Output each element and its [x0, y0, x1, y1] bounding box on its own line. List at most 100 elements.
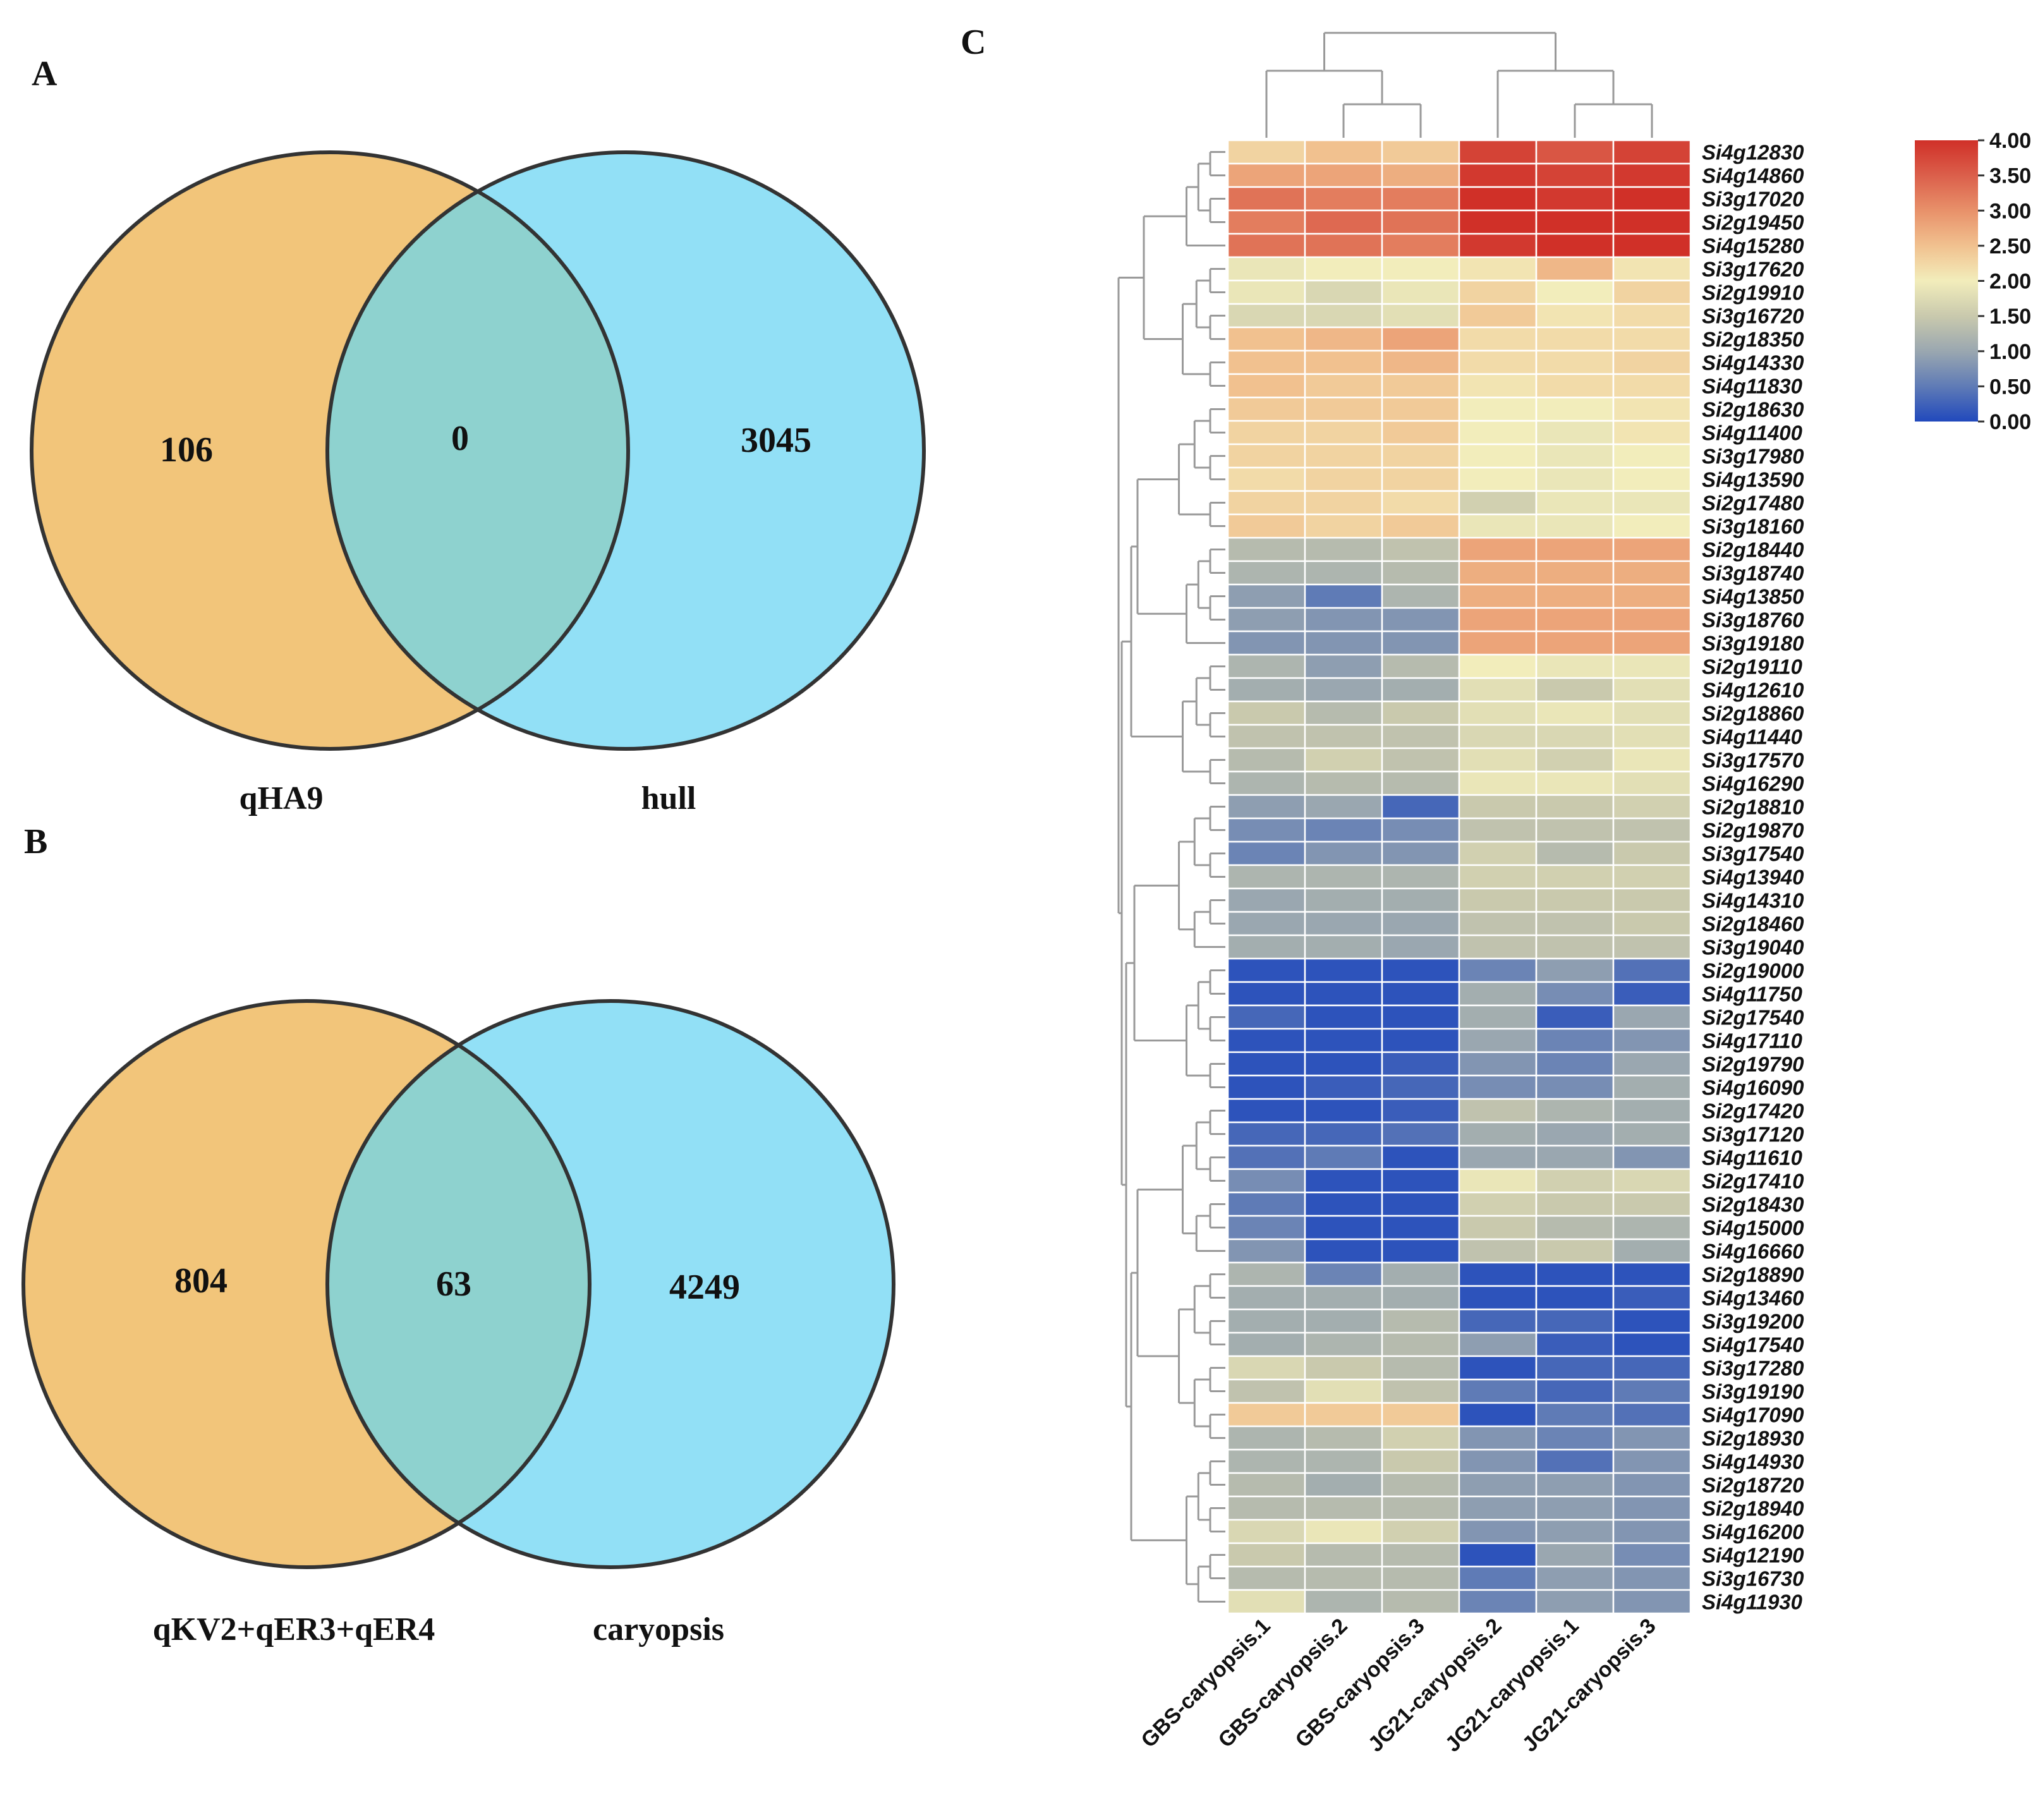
heatmap-cell [1381, 1028, 1460, 1053]
heatmap-cell [1458, 490, 1538, 516]
heatmap-cell [1458, 770, 1538, 796]
heatmap-cell [1381, 396, 1460, 422]
venn-a-right-label: hull [641, 780, 696, 816]
heatmap-cell [1458, 1144, 1538, 1170]
heatmap-column-labels: GBS-caryopsis.1GBS-caryopsis.2GBS-caryop… [1136, 1614, 1660, 1757]
heatmap-cell [1227, 396, 1306, 422]
row-label: Si4g17110 [1702, 1029, 1803, 1053]
heatmap-cell [1535, 1191, 1615, 1217]
heatmap-cell [1612, 303, 1692, 329]
heatmap-cell [1458, 700, 1538, 726]
row-label: Si2g18460 [1702, 913, 1804, 936]
row-label: Si2g19000 [1702, 959, 1804, 983]
heatmap-cell [1458, 607, 1538, 633]
heatmap-cell [1381, 1308, 1460, 1334]
heatmap-cell [1381, 607, 1460, 633]
heatmap-cell [1227, 279, 1306, 305]
heatmap-cell [1227, 1215, 1306, 1241]
heatmap-cell [1304, 1332, 1383, 1357]
row-label: Si3g19180 [1702, 632, 1804, 655]
heatmap-cell [1227, 934, 1306, 960]
heatmap-cell [1458, 1074, 1538, 1100]
heatmap-cell [1535, 1378, 1615, 1404]
heatmap-cell [1612, 256, 1692, 282]
row-label: Si2g17480 [1702, 492, 1804, 515]
heatmap-cell [1458, 1472, 1538, 1498]
heatmap-cell [1535, 373, 1615, 399]
column-label: GBS-caryopsis.3 [1290, 1614, 1429, 1752]
heatmap-cell [1458, 1308, 1538, 1334]
heatmap-cell [1458, 630, 1538, 656]
heatmap-cell [1535, 1028, 1615, 1053]
heatmap-cell [1227, 420, 1306, 446]
legend-tick-label: 0.50 [1989, 375, 2031, 399]
row-label: Si4g16200 [1702, 1520, 1804, 1544]
heatmap-cell [1304, 373, 1383, 399]
venn-b-overlap-count: 63 [436, 1265, 471, 1304]
heatmap-cell [1535, 911, 1615, 937]
row-label: Si2g18430 [1702, 1193, 1804, 1216]
heatmap-cell [1458, 864, 1538, 890]
heatmap-cell [1612, 186, 1692, 212]
row-label: Si3g17540 [1702, 842, 1804, 866]
row-label: Si2g18720 [1702, 1474, 1804, 1497]
heatmap-cell [1535, 630, 1615, 656]
venn-b-left-count: 804 [174, 1261, 228, 1301]
heatmap-cell [1381, 490, 1460, 516]
heatmap-cell [1458, 1355, 1538, 1381]
heatmap-cell [1304, 1402, 1383, 1428]
heatmap-cell [1304, 1472, 1383, 1498]
heatmap-cell [1304, 794, 1383, 820]
row-label: Si4g17090 [1702, 1404, 1804, 1427]
heatmap-cell [1381, 1074, 1460, 1100]
heatmap-cell [1612, 1519, 1692, 1544]
heatmap-cell [1304, 466, 1383, 492]
heatmap-cell [1304, 724, 1383, 749]
heatmap-cell [1458, 724, 1538, 749]
row-label: Si2g19870 [1702, 819, 1804, 842]
heatmap-cell [1458, 1542, 1538, 1568]
row-label: Si2g19910 [1702, 281, 1804, 305]
heatmap-cell [1304, 209, 1383, 235]
row-label: Si4g11930 [1702, 1591, 1803, 1614]
heatmap-cell [1612, 139, 1692, 165]
heatmap-cell [1458, 583, 1538, 609]
heatmap-cell [1227, 162, 1306, 188]
heatmap-cell [1227, 1542, 1306, 1568]
heatmap-cell [1381, 139, 1460, 165]
heatmap-cell [1535, 1308, 1615, 1334]
row-label: Si4g13460 [1702, 1287, 1804, 1310]
row-label: Si3g16720 [1702, 305, 1804, 328]
heatmap-cell [1227, 1121, 1306, 1147]
row-label: Si2g19450 [1702, 211, 1804, 234]
heatmap-cell [1381, 583, 1460, 609]
heatmap-cell [1612, 1355, 1692, 1381]
heatmap-cell [1612, 537, 1692, 562]
heatmap-cell [1227, 653, 1306, 679]
heatmap-cell [1612, 653, 1692, 679]
heatmap-cell [1227, 1004, 1306, 1030]
heatmap-cell [1304, 1051, 1383, 1077]
heatmap-cell [1458, 443, 1538, 469]
row-label: Si4g11400 [1702, 422, 1803, 445]
heatmap-cell [1535, 700, 1615, 726]
heatmap-cell [1535, 1098, 1615, 1124]
heatmap-cell [1304, 911, 1383, 937]
heatmap-cell [1227, 139, 1306, 165]
heatmap-cell [1458, 887, 1538, 913]
row-label: Si2g18930 [1702, 1427, 1804, 1450]
heatmap-cell [1227, 981, 1306, 1007]
heatmap-cell [1612, 583, 1692, 609]
heatmap-cell [1535, 537, 1615, 562]
column-label: JG21-caryopsis.2 [1364, 1614, 1507, 1757]
heatmap-cell [1304, 677, 1383, 703]
heatmap-cell [1535, 443, 1615, 469]
heatmap-cell [1535, 1448, 1615, 1474]
heatmap-cell [1612, 911, 1692, 937]
heatmap-cell [1381, 1589, 1460, 1615]
heatmap-cell [1535, 186, 1615, 212]
heatmap-cell [1381, 1261, 1460, 1287]
heatmap-cell [1381, 817, 1460, 843]
heatmap-cell [1381, 1098, 1460, 1124]
